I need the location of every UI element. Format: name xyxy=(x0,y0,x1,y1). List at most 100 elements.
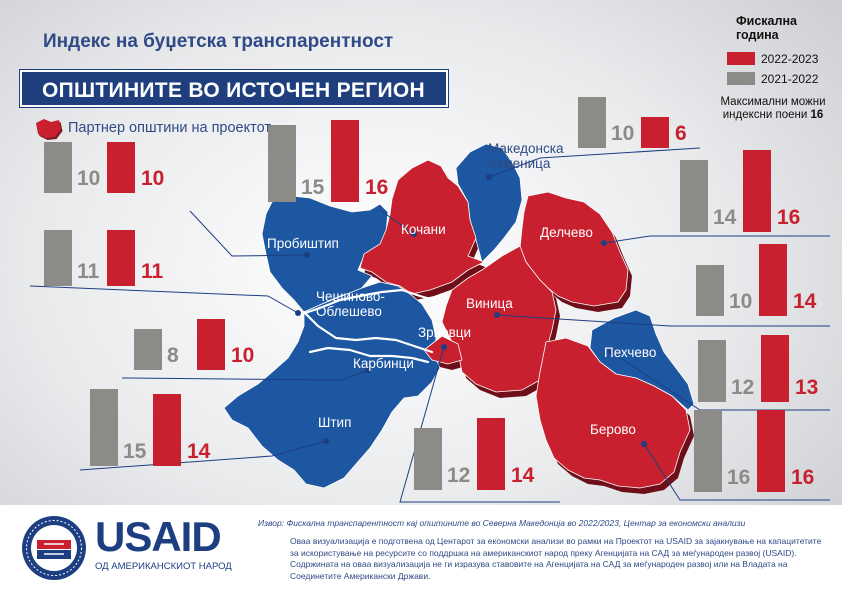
connector-dot-muni-9 xyxy=(608,349,614,355)
value-2021-2022-muni-7: 14 xyxy=(713,206,737,229)
legend-item-2022-2023: 2022-2023 xyxy=(727,52,818,66)
muni-label-pehcevo: Пехчево xyxy=(604,345,657,360)
bar-2021-2022-muni-3 xyxy=(134,329,162,370)
bar-2021-2022-muni-1 xyxy=(44,142,72,193)
bar-2021-2022-muni-5 xyxy=(414,428,442,490)
muni-label-karbinci: Карбинци xyxy=(353,356,414,371)
river-lines xyxy=(300,288,436,364)
bar-2022-2023-muni-7 xyxy=(743,150,771,232)
value-2021-2022-muni-3: 8 xyxy=(167,344,179,367)
value-2022-2023-muni-0: 16 xyxy=(365,176,389,199)
bar-2022-2023-muni-4 xyxy=(153,394,181,466)
connector-dot-muni-3 xyxy=(365,367,371,373)
page-title: Индекс на буџетска транспарентност xyxy=(43,31,394,52)
connector-dots xyxy=(295,174,647,447)
bar-2022-2023-muni-3 xyxy=(197,319,225,370)
muni-label-zrnovci: Зрновци xyxy=(418,325,472,340)
value-2022-2023-muni-10: 16 xyxy=(791,466,815,489)
value-2021-2022-muni-2: 11 xyxy=(77,260,100,283)
usaid-seal-icon xyxy=(22,516,86,580)
muni-label-vinica: Виница xyxy=(466,296,513,311)
connector-muni-5 xyxy=(399,346,560,503)
connector-dot-muni-8 xyxy=(494,312,500,318)
value-2022-2023-muni-7: 16 xyxy=(777,206,801,229)
partner-note: Партнер општини на проектот xyxy=(68,120,271,136)
value-2021-2022-muni-4: 15 xyxy=(123,440,147,463)
bar-2022-2023-muni-8 xyxy=(759,244,787,316)
bar-2022-2023-muni-1 xyxy=(107,142,135,193)
muni-label-kamenica: Македонска Каменица xyxy=(488,141,564,171)
connector-dot-muni-1 xyxy=(304,252,310,258)
connector-dot-muni-10 xyxy=(641,441,647,447)
source-note: Извор: Фискална транспарентност кај општ… xyxy=(258,518,746,528)
legend-label: 2021-2022 xyxy=(761,72,819,86)
muni-label-probistip: Пробиштип xyxy=(267,236,339,251)
bar-2021-2022-muni-0 xyxy=(268,125,296,202)
value-2022-2023-muni-9: 13 xyxy=(795,376,819,399)
muni-label-cesinovo: Чешиново-Облешево xyxy=(316,289,385,319)
value-2021-2022-muni-8: 10 xyxy=(729,290,753,313)
bar-2022-2023-muni-10 xyxy=(757,410,785,492)
disclaimer: Оваа визуализација е подготвена од Цента… xyxy=(290,536,822,581)
value-2022-2023-muni-1: 10 xyxy=(141,167,165,190)
muni-label-stip: Штип xyxy=(318,415,352,430)
bar-2021-2022-muni-10 xyxy=(694,410,722,492)
value-2022-2023-muni-4: 14 xyxy=(187,440,211,463)
legend-swatch-red xyxy=(727,52,755,65)
max-points-value: 16 xyxy=(810,109,824,121)
max-points-note: Максимални можни индексни поени 16 xyxy=(714,96,832,122)
connector-muni-0 xyxy=(379,209,415,235)
connector-muni-10 xyxy=(643,443,830,501)
partner-region-icon xyxy=(36,119,63,140)
region-banner-text: ОПШТИНИТЕ ВО ИСТОЧЕН РЕГИОН xyxy=(42,79,425,102)
bar-2021-2022-muni-6 xyxy=(578,97,606,148)
connector-dot-muni-4 xyxy=(323,438,329,444)
bar-2022-2023-muni-6 xyxy=(641,117,669,148)
connector-muni-8 xyxy=(496,314,830,327)
connector-muni-2 xyxy=(29,285,299,314)
connector-dot-muni-6 xyxy=(486,174,492,180)
connector-muni-1 xyxy=(189,210,308,257)
usaid-logo-word: USAID xyxy=(95,513,222,560)
connector-muni-7 xyxy=(603,235,830,244)
value-2022-2023-muni-3: 10 xyxy=(231,344,255,367)
bar-2021-2022-muni-4 xyxy=(90,389,118,466)
legend-title: Фискална година xyxy=(736,14,797,42)
bar-2022-2023-muni-9 xyxy=(761,335,789,402)
max-points-text: Максимални можни индексни поени xyxy=(720,96,826,121)
bar-2021-2022-muni-9 xyxy=(698,340,726,402)
connector-dot-muni-2 xyxy=(295,310,301,316)
region-banner: ОПШТИНИТЕ ВО ИСТОЧЕН РЕГИОН xyxy=(20,70,448,107)
connector-dot-muni-5 xyxy=(441,344,447,350)
bar-2021-2022-muni-8 xyxy=(696,265,724,316)
value-2021-2022-muni-1: 10 xyxy=(77,167,101,190)
bar-2022-2023-muni-0 xyxy=(331,120,359,202)
muni-label-delcevo: Делчево xyxy=(540,225,593,240)
value-2021-2022-muni-5: 12 xyxy=(447,464,471,487)
value-2022-2023-muni-8: 14 xyxy=(793,290,817,313)
value-2021-2022-muni-9: 12 xyxy=(731,376,755,399)
muni-label-berovo: Берово xyxy=(590,422,636,437)
value-2021-2022-muni-10: 16 xyxy=(727,466,751,489)
connector-muni-4 xyxy=(79,440,327,471)
legend-swatch-grey xyxy=(727,72,755,85)
bar-2021-2022-muni-2 xyxy=(44,230,72,286)
connector-dot-muni-0 xyxy=(411,231,417,237)
connector-muni-6 xyxy=(488,147,701,178)
bar-2022-2023-muni-2 xyxy=(107,230,135,286)
muni-label-kocani: Кочани xyxy=(401,222,446,237)
bar-2022-2023-muni-5 xyxy=(477,418,505,490)
legend-label: 2022-2023 xyxy=(761,52,819,66)
connector-muni-3 xyxy=(121,369,369,381)
value-2021-2022-muni-6: 10 xyxy=(611,122,635,145)
bar-2021-2022-muni-7 xyxy=(680,160,708,232)
value-2021-2022-muni-0: 15 xyxy=(301,176,325,199)
value-2022-2023-muni-5: 14 xyxy=(511,464,535,487)
legend-item-2021-2022: 2021-2022 xyxy=(727,72,818,86)
value-2022-2023-muni-2: 11 xyxy=(141,260,164,283)
usaid-logo-tagline: ОД АМЕРИКАНСКИОТ НАРОД xyxy=(95,561,232,572)
connector-dot-muni-7 xyxy=(601,240,607,246)
value-2022-2023-muni-6: 6 xyxy=(675,122,687,145)
connector-lines xyxy=(29,147,830,503)
